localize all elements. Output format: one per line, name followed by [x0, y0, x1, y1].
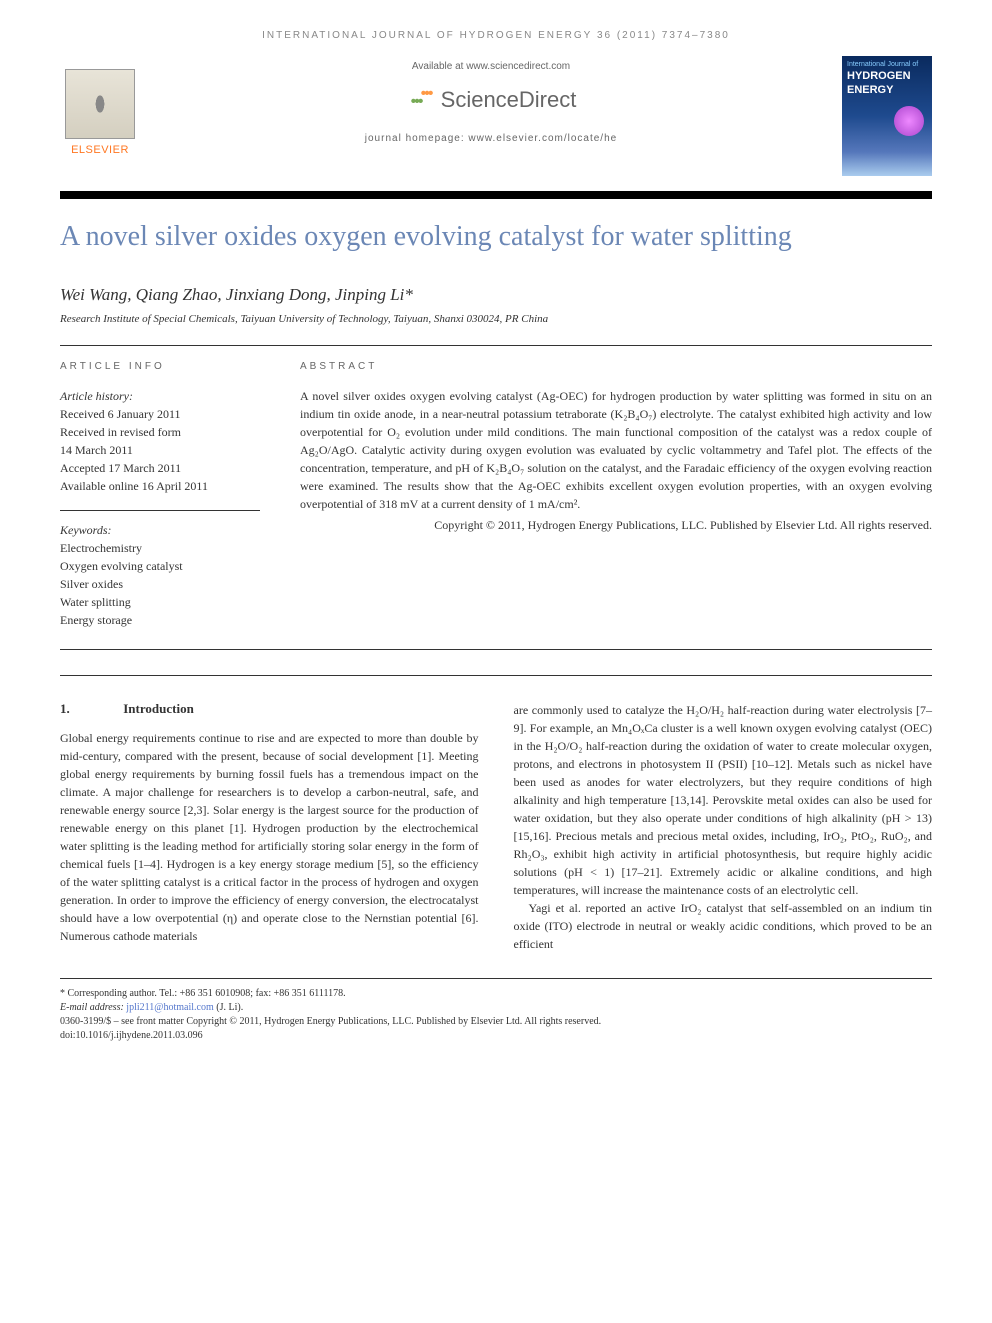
body-para-2: are commonly used to catalyze the H₂O/H₂… [514, 701, 933, 899]
long-divider [60, 675, 932, 676]
email-line: E-mail address: jpli211@hotmail.com (J. … [60, 1001, 932, 1015]
article-history: Article history: Received 6 January 2011… [60, 387, 260, 495]
section-number: 1. [60, 701, 120, 717]
journal-cover[interactable]: International Journal of HYDROGEN ENERGY [842, 56, 932, 176]
keywords-label: Keywords: [60, 523, 112, 537]
keywords-block: Keywords: Electrochemistry Oxygen evolvi… [60, 510, 260, 629]
elsevier-tree-icon [65, 69, 135, 139]
cover-title-1: HYDROGEN [847, 70, 927, 82]
accepted-date: Accepted 17 March 2011 [60, 461, 181, 475]
keyword-3: Silver oxides [60, 577, 123, 591]
abstract-copyright: Copyright © 2011, Hydrogen Energy Public… [300, 518, 932, 533]
revised-line2: 14 March 2011 [60, 443, 133, 457]
cover-graphic-icon [894, 106, 924, 136]
abstract-label: ABSTRACT [300, 361, 932, 372]
article-info-column: ARTICLE INFO Article history: Received 6… [60, 361, 260, 629]
doi-line: doi:10.1016/j.ijhydene.2011.03.096 [60, 1029, 932, 1043]
footer-section: * Corresponding author. Tel.: +86 351 60… [60, 978, 932, 1043]
journal-citation-header: INTERNATIONAL JOURNAL OF HYDROGEN ENERGY… [60, 30, 932, 41]
body-text-col2: are commonly used to catalyze the H₂O/H₂… [514, 701, 933, 953]
history-label: Article history: [60, 389, 133, 403]
keyword-2: Oxygen evolving catalyst [60, 559, 183, 573]
body-para-3: Yagi et al. reported an active IrO₂ cata… [514, 899, 933, 953]
keyword-4: Water splitting [60, 595, 131, 609]
corr-contact: Tel.: +86 351 6010908; fax: +86 351 6111… [157, 988, 346, 999]
sciencedirect-logo[interactable]: ScienceDirect [155, 87, 827, 113]
body-column-right: are commonly used to catalyze the H₂O/H₂… [514, 701, 933, 953]
revised-line1: Received in revised form [60, 425, 181, 439]
received-date: Received 6 January 2011 [60, 407, 181, 421]
section-title: Introduction [123, 701, 194, 716]
abstract-column: ABSTRACT A novel silver oxides oxygen ev… [300, 361, 932, 629]
center-info: Available at www.sciencedirect.com Scien… [155, 56, 827, 144]
divider [60, 345, 932, 346]
available-text: Available at www.sciencedirect.com [155, 61, 827, 72]
email-suffix: (J. Li). [214, 1002, 243, 1013]
keyword-5: Energy storage [60, 613, 132, 627]
keyword-1: Electrochemistry [60, 541, 142, 555]
abstract-text: A novel silver oxides oxygen evolving ca… [300, 387, 932, 513]
authors: Wei Wang, Qiang Zhao, Jinxiang Dong, Jin… [60, 285, 932, 305]
cover-subtitle: International Journal of [847, 61, 927, 68]
homepage-text: journal homepage: www.elsevier.com/locat… [155, 133, 827, 144]
top-section: ELSEVIER Available at www.sciencedirect.… [60, 56, 932, 176]
sciencedirect-dots-icon [406, 90, 436, 110]
elsevier-text: ELSEVIER [71, 144, 129, 156]
cover-title-2: ENERGY [847, 84, 927, 96]
body-columns: 1. Introduction Global energy requiremen… [60, 701, 932, 953]
article-info-label: ARTICLE INFO [60, 361, 260, 372]
info-abstract-section: ARTICLE INFO Article history: Received 6… [60, 361, 932, 629]
corresponding-author: * Corresponding author. Tel.: +86 351 60… [60, 987, 932, 1001]
body-column-left: 1. Introduction Global energy requiremen… [60, 701, 479, 953]
email-link[interactable]: jpli211@hotmail.com [126, 1002, 213, 1013]
section-heading: 1. Introduction [60, 701, 479, 717]
corr-label: * Corresponding author. [60, 988, 157, 999]
body-text-col1: Global energy requirements continue to r… [60, 729, 479, 945]
divider-2 [60, 649, 932, 650]
elsevier-logo[interactable]: ELSEVIER [60, 56, 140, 156]
body-para-1: Global energy requirements continue to r… [60, 729, 479, 945]
email-label: E-mail address: [60, 1002, 126, 1013]
sciencedirect-text: ScienceDirect [441, 87, 577, 113]
issn-line: 0360-3199/$ – see front matter Copyright… [60, 1015, 932, 1029]
article-title: A novel silver oxides oxygen evolving ca… [60, 219, 932, 255]
black-divider-bar [60, 191, 932, 199]
affiliation: Research Institute of Special Chemicals,… [60, 313, 932, 325]
online-date: Available online 16 April 2011 [60, 479, 208, 493]
